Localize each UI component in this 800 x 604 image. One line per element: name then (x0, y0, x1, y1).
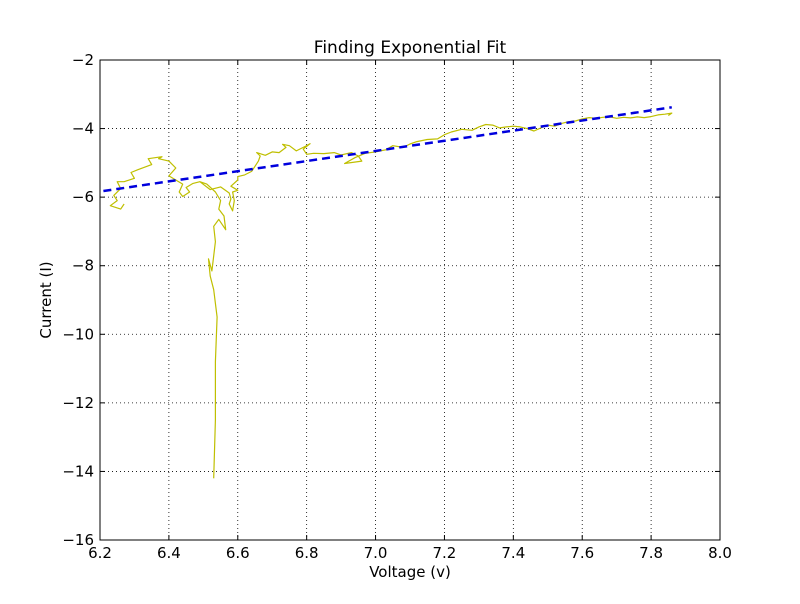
y-tick-label: −6 (72, 188, 94, 206)
series-group (103, 106, 673, 479)
x-tick-label: 6.4 (157, 544, 181, 562)
y-tick-label: −8 (72, 257, 94, 275)
y-tick-label: −16 (62, 531, 94, 549)
plot-frame (99, 59, 721, 541)
x-tick-label: 7.2 (433, 544, 457, 562)
x-tick-label: 7.8 (639, 544, 663, 562)
y-tick-label: −10 (62, 325, 94, 343)
measured-data-line (199, 112, 673, 479)
x-tick-label: 7.6 (570, 544, 594, 562)
fit-line (103, 106, 672, 193)
x-tick-label: 6.6 (226, 544, 250, 562)
x-axis-label: Voltage (v) (369, 563, 451, 581)
plot-area (100, 60, 720, 540)
x-tick-label: 7.0 (364, 544, 388, 562)
y-tick-label: −12 (62, 394, 94, 412)
y-axis-label: Current (I) (37, 261, 55, 338)
chart-title: Finding Exponential Fit (314, 38, 507, 58)
x-tick-label: 6.8 (295, 544, 319, 562)
x-tick-label: 6.2 (88, 544, 112, 562)
grid (100, 60, 720, 540)
y-tick-label: −4 (72, 120, 94, 138)
ticks: 6.2 6.4 6.6 6.8 7.0 7.2 7.4 7.6 7.8 8.0 −2 −4 −6 −8 −1… (62, 51, 732, 562)
y-tick-label: −14 (62, 462, 94, 480)
x-tick-label: 7.4 (501, 544, 525, 562)
x-tick-label: 8.0 (708, 544, 732, 562)
y-tick-label: −2 (72, 51, 94, 69)
measured-data-line-branch (109, 156, 201, 210)
